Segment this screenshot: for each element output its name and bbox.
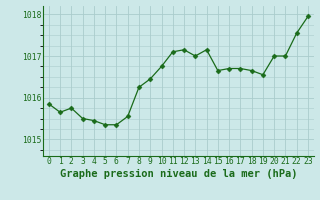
X-axis label: Graphe pression niveau de la mer (hPa): Graphe pression niveau de la mer (hPa) — [60, 169, 297, 179]
